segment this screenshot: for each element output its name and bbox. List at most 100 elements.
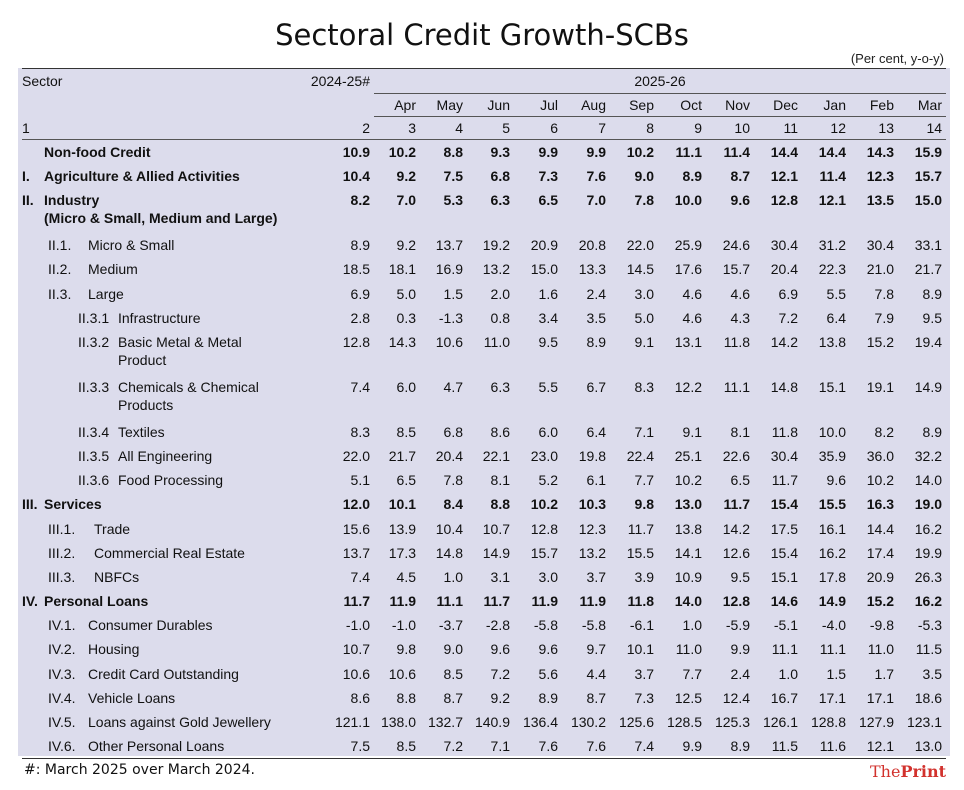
value-cell: 3.9 [634,568,654,585]
sector-name: Micro & Small [88,237,175,254]
table-row: II.3.6 Food Processing 5.1 6.5 7.8 8.1 5.2 6.1 7… [22,468,946,492]
value-cell: 128.5 [666,713,702,730]
value-cell: 12.8 [342,333,370,350]
value-cell: 9.6 [730,192,750,209]
value-cell: 9.2 [396,237,416,254]
sector-label: IV.1. Consumer Durables [22,613,306,637]
sector-label: II.1. Micro & Small [22,233,306,257]
sector-code: II.3.3 [78,378,110,395]
value-cell: 17.6 [674,261,702,278]
value-cell: 12.3 [578,520,606,537]
value-cell: 12.8 [722,593,750,610]
value-cell: 13.8 [674,520,702,537]
value-cell: 11.1 [436,593,463,610]
sector-name-line2: (Micro & Small, Medium and Large) [44,210,278,227]
value-cell: 8.9 [586,333,606,350]
value-cell: 18.5 [342,261,370,278]
month-header: Jan [802,93,850,117]
value-cell: 5.3 [443,192,463,209]
sector-name: Trade [94,520,131,537]
value-cell: 14.8 [435,544,463,561]
sector-name: Housing [88,641,140,658]
sector-name: Basic Metal & Metal [118,333,242,350]
value-cell: 7.2 [490,665,510,682]
value-cell: 14.9 [482,544,510,561]
value-cell: 6.9 [778,285,798,302]
value-cell: 5.2 [538,472,558,489]
table-row: IV.5. Loans against Gold Jewellery 121.1 13… [22,710,946,734]
value-cell: 6.9 [350,285,370,302]
chart-title: Sectoral Credit Growth-SCBs [275,18,689,52]
value-cell: -4.0 [821,617,846,634]
value-cell: 8.9 [350,237,370,254]
value-cell: 17.1 [818,689,846,706]
value-cell: 6.0 [538,423,558,440]
value-cell: -5.9 [725,617,750,634]
value-cell: 15.7 [722,261,750,278]
value-cell: 16.2 [818,544,846,561]
sector-name: Industry [44,192,100,209]
value-cell: 14.4 [866,520,894,537]
value-cell: 9.9 [586,144,606,160]
value-cell: 15.7 [530,544,558,561]
sector-code: IV.4. [48,689,76,706]
value-cell: 9.9 [538,144,558,160]
value-cell: 11.1 [675,144,702,160]
value-cell: 12.8 [530,520,558,537]
value-cell: 8.7 [730,168,750,185]
value-cell: 140.9 [474,713,510,730]
table-row: II.3. Large 6.9 5.0 1.5 2.0 1.6 2.4 3.0 4.6 4.6 6.9… [22,282,946,306]
value-cell: 12.8 [770,192,798,209]
value-cell: 2.0 [490,285,510,302]
value-cell: 7.8 [443,472,463,489]
value-cell: 14.4 [818,144,846,160]
footer-note: #: March 2025 over March 2024. [24,762,255,778]
value-cell: 8.9 [538,689,558,706]
sector-name: NBFCs [94,568,140,585]
sector-code: II.1. [48,237,72,254]
value-cell: 8.8 [490,496,510,513]
value-cell: 15.2 [866,333,894,350]
value-cell: 13.5 [866,192,894,209]
column-number: 1 [22,116,306,140]
value-cell: 16.1 [818,520,846,537]
value-cell: 5.0 [634,309,654,326]
header-row-months: Apr May Jun Jul Aug Sep Oct Nov Dec Jan Feb Mar [22,93,947,117]
value-cell: 14.9 [818,593,846,610]
value-cell: 9.7 [586,641,606,658]
sector-code: II.3.2 [78,333,110,350]
value-cell: 8.1 [490,472,510,489]
value-cell: 7.1 [467,733,514,760]
value-cell: 7.8 [874,285,894,302]
value-cell: 8.9 [682,168,702,185]
value-cell: 9.1 [682,423,702,440]
value-cell: 1.0 [443,568,463,585]
value-cell: 20.8 [578,237,606,254]
value-cell: 25.9 [674,237,702,254]
sector-label: III.1. Trade [22,517,306,541]
value-cell: 125.6 [618,713,654,730]
value-cell: 8.7 [443,689,463,706]
value-cell: 15.5 [626,544,654,561]
value-cell: 9.0 [443,641,463,658]
value-cell: 4.6 [682,285,702,302]
value-cell: 8.3 [634,378,654,395]
sector-code: III.2. [48,544,76,561]
sector-label: III.3. NBFCs [22,565,306,589]
table-row: I. Agriculture & Allied Activities 10.4 9.2… [22,164,946,188]
sector-name: Large [88,285,124,302]
month-header: Sep [610,93,658,117]
value-cell: 25.1 [674,448,702,465]
value-cell: 16.2 [914,593,943,610]
value-cell: 12.3 [866,168,894,185]
sector-label: II.3.5 All Engineering [22,444,306,468]
value-cell: 6.1 [586,472,606,489]
value-cell: 15.9 [914,144,943,160]
column-number: 10 [706,116,754,140]
value-cell: 10.6 [342,665,370,682]
sector-code: I. [22,168,30,185]
table-row: II.3.2 Basic Metal & Metal Product 12.8 14.3… [22,330,946,375]
value-cell: 10.0 [818,423,846,440]
value-cell: 10.6 [388,665,416,682]
value-cell: 7.4 [350,378,370,395]
